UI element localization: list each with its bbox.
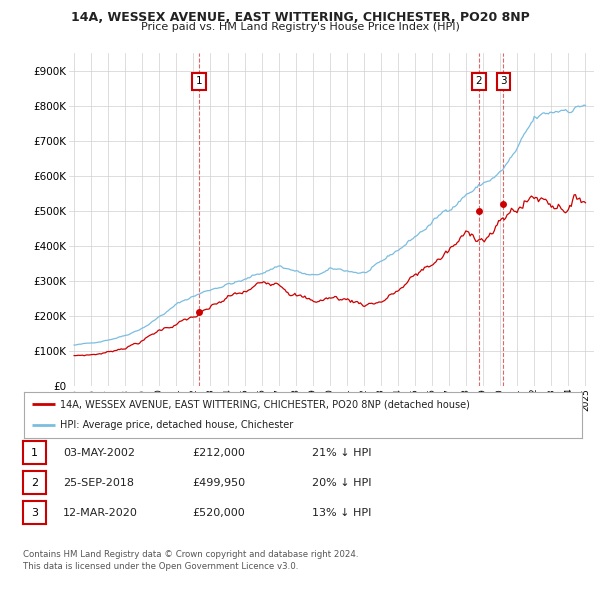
Text: £499,950: £499,950 xyxy=(192,478,245,487)
Text: 14A, WESSEX AVENUE, EAST WITTERING, CHICHESTER, PO20 8NP: 14A, WESSEX AVENUE, EAST WITTERING, CHIC… xyxy=(71,11,529,24)
Text: £520,000: £520,000 xyxy=(192,508,245,517)
Text: HPI: Average price, detached house, Chichester: HPI: Average price, detached house, Chic… xyxy=(60,420,293,430)
Text: 21% ↓ HPI: 21% ↓ HPI xyxy=(312,448,371,457)
Text: 14A, WESSEX AVENUE, EAST WITTERING, CHICHESTER, PO20 8NP (detached house): 14A, WESSEX AVENUE, EAST WITTERING, CHIC… xyxy=(60,399,470,409)
Text: 2: 2 xyxy=(31,478,38,487)
Text: Contains HM Land Registry data © Crown copyright and database right 2024.
This d: Contains HM Land Registry data © Crown c… xyxy=(23,550,358,571)
Text: 03-MAY-2002: 03-MAY-2002 xyxy=(63,448,135,457)
Text: 3: 3 xyxy=(31,508,38,517)
Text: 1: 1 xyxy=(31,448,38,457)
Text: 20% ↓ HPI: 20% ↓ HPI xyxy=(312,478,371,487)
Text: 1: 1 xyxy=(196,76,203,86)
Text: Price paid vs. HM Land Registry's House Price Index (HPI): Price paid vs. HM Land Registry's House … xyxy=(140,22,460,32)
Text: 13% ↓ HPI: 13% ↓ HPI xyxy=(312,508,371,517)
Text: 2: 2 xyxy=(475,76,482,86)
Text: 3: 3 xyxy=(500,76,507,86)
Text: £212,000: £212,000 xyxy=(192,448,245,457)
Text: 12-MAR-2020: 12-MAR-2020 xyxy=(63,508,138,517)
Text: 25-SEP-2018: 25-SEP-2018 xyxy=(63,478,134,487)
